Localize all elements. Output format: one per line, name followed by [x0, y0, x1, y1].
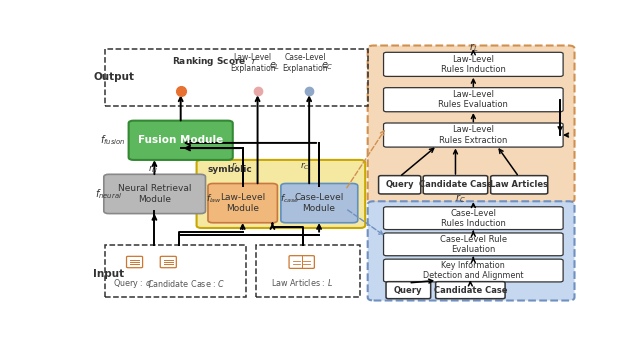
FancyBboxPatch shape	[208, 184, 277, 223]
Text: $r_L$: $r_L$	[468, 41, 478, 54]
Text: Law-Level
Rules Evaluation: Law-Level Rules Evaluation	[438, 90, 508, 109]
Text: Case-Level
Rules Induction: Case-Level Rules Induction	[441, 209, 506, 228]
Bar	[105, 245, 246, 298]
Text: $r_L$: $r_L$	[231, 161, 240, 172]
FancyBboxPatch shape	[436, 282, 505, 299]
Text: Query: Query	[385, 180, 413, 189]
Text: Law Articles : $L$: Law Articles : $L$	[271, 277, 333, 288]
Text: Candidate Case : $C$: Candidate Case : $C$	[147, 278, 226, 289]
Text: $r_C$: $r_C$	[300, 161, 310, 172]
Text: Candidate Case: Candidate Case	[419, 180, 492, 189]
Text: Law-Level
Rules Induction: Law-Level Rules Induction	[441, 55, 506, 74]
FancyBboxPatch shape	[383, 259, 563, 282]
Text: Case-Level
Explanation: Case-Level Explanation	[282, 53, 328, 73]
Text: Query : $q$: Query : $q$	[113, 277, 152, 290]
FancyBboxPatch shape	[383, 123, 563, 147]
FancyBboxPatch shape	[367, 46, 575, 202]
Text: Law-Level
Rules Extraction: Law-Level Rules Extraction	[439, 125, 508, 145]
Text: Law-Level
Explanation: Law-Level Explanation	[230, 53, 275, 73]
Text: Input: Input	[93, 269, 125, 279]
FancyBboxPatch shape	[386, 282, 431, 299]
Text: $f_{neural}$: $f_{neural}$	[95, 187, 122, 201]
Text: Output: Output	[93, 72, 134, 83]
FancyBboxPatch shape	[129, 121, 233, 160]
Text: Law Articles: Law Articles	[490, 180, 548, 189]
FancyBboxPatch shape	[104, 174, 205, 214]
Bar	[256, 245, 360, 298]
FancyBboxPatch shape	[423, 176, 488, 194]
FancyBboxPatch shape	[383, 233, 563, 256]
FancyBboxPatch shape	[196, 160, 365, 228]
Text: Case-Level Rule
Evaluation: Case-Level Rule Evaluation	[440, 235, 507, 254]
FancyBboxPatch shape	[383, 52, 563, 76]
Text: symbolic: symbolic	[208, 165, 253, 174]
FancyBboxPatch shape	[491, 176, 548, 194]
FancyBboxPatch shape	[367, 201, 575, 301]
Text: Key Information
Detection and Alignment: Key Information Detection and Alignment	[423, 261, 524, 280]
Text: $e_C$: $e_C$	[321, 60, 333, 72]
FancyBboxPatch shape	[379, 176, 420, 194]
Text: Fusion Module: Fusion Module	[138, 135, 223, 145]
Text: Ranking Score  $r$: Ranking Score $r$	[172, 55, 257, 68]
Text: $f_{fusion}$: $f_{fusion}$	[100, 133, 125, 147]
Text: $f_{law}$: $f_{law}$	[207, 193, 223, 205]
Text: Neural Retrieval
Module: Neural Retrieval Module	[118, 184, 191, 204]
Text: Case-Level
Module: Case-Level Module	[294, 193, 344, 213]
FancyBboxPatch shape	[383, 207, 563, 230]
Text: Law-Level
Module: Law-Level Module	[220, 193, 266, 213]
Text: $f_{case}$: $f_{case}$	[280, 193, 300, 205]
Text: Query: Query	[394, 286, 422, 295]
Bar	[105, 49, 367, 106]
FancyBboxPatch shape	[281, 184, 358, 223]
Text: $e_L$: $e_L$	[269, 60, 280, 72]
Text: $r_N$: $r_N$	[148, 163, 159, 175]
Text: Candidate Case: Candidate Case	[434, 286, 507, 295]
FancyBboxPatch shape	[383, 88, 563, 112]
Text: $r_C$: $r_C$	[456, 192, 466, 205]
